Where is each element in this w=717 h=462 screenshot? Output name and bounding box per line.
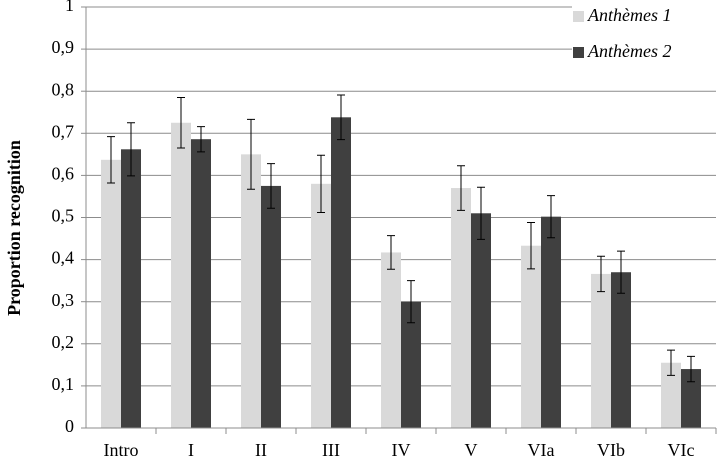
error-bar [177,97,185,149]
bar [191,139,211,428]
y-tick-label: 0 [65,416,74,436]
y-tick-label: 0,7 [52,121,75,141]
bar [311,183,331,428]
error-bar [107,136,115,184]
legend-box [572,0,717,72]
error-bar [267,163,275,209]
bar [471,213,491,428]
bar [331,117,351,428]
x-tick-label: V [465,440,478,460]
error-bar [667,349,675,376]
error-bar [477,186,485,240]
legend-swatch [573,11,584,22]
error-bar [387,235,395,270]
legend-label: Anthèmes 2 [587,41,671,61]
bar [611,272,631,428]
error-bar [127,122,135,177]
error-bar [687,355,695,383]
x-tick-label: Intro [104,440,139,460]
bar [261,185,281,428]
bar [541,216,561,428]
y-axis-title: Proportion recognition [4,140,24,316]
bar [451,188,471,428]
x-tick-label: II [255,440,267,460]
bar [241,154,261,428]
error-bar [527,222,535,270]
x-tick-label: I [188,440,194,460]
x-tick-label: VIc [668,440,695,460]
y-tick-label: 0,3 [52,290,75,310]
y-tick-label: 1 [65,0,74,15]
y-tick-label: 0,6 [52,164,75,184]
y-tick-label: 0,2 [52,332,75,352]
bar [591,273,611,428]
y-tick-label: 0,1 [52,374,75,394]
error-bar [317,154,325,213]
bar [101,159,121,428]
y-tick-label: 0,5 [52,206,75,226]
error-bar [597,255,605,293]
error-bar [337,94,345,141]
bar [681,369,701,428]
y-tick-label: 0,8 [52,79,75,99]
legend-label: Anthèmes 1 [587,5,671,25]
x-tick-label: VIa [528,440,555,460]
y-tick-label: 0,4 [52,248,75,268]
error-bar [547,195,555,239]
y-tick-label: 0,9 [52,37,75,57]
error-bar [407,280,415,324]
error-bar [197,126,205,153]
bar [381,252,401,428]
bar [401,301,421,428]
error-bar [457,165,465,211]
x-tick-label: VIb [597,440,625,460]
legend-swatch [573,47,584,58]
bar [121,149,141,428]
bar [661,362,681,428]
x-tick-label: IV [392,440,411,460]
error-bar [617,250,625,294]
bar [171,122,191,429]
error-bar [247,118,255,190]
x-tick-label: III [322,440,340,460]
bar [521,245,541,428]
